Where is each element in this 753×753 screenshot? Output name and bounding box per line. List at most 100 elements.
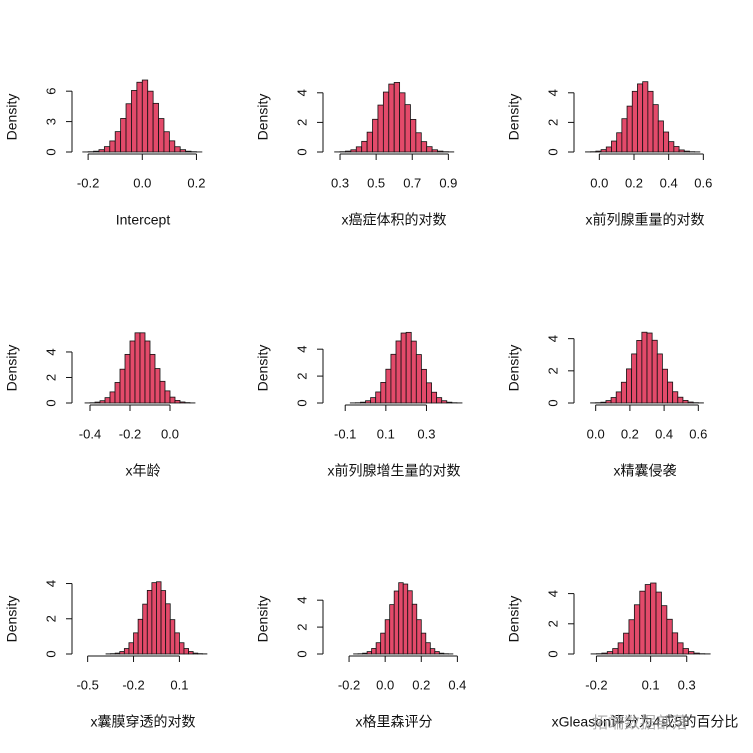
bar <box>151 582 157 655</box>
bar <box>385 368 392 404</box>
bar <box>431 149 438 153</box>
x-tick-label: 0.4 <box>448 677 466 692</box>
bar <box>124 353 131 404</box>
bar <box>360 401 366 404</box>
bar <box>677 396 684 404</box>
bar <box>147 90 154 153</box>
x-tick-label: 0.0 <box>376 677 394 692</box>
bar <box>621 118 628 153</box>
bar <box>663 131 670 153</box>
x-tick-label: -0.5 <box>76 677 98 692</box>
bar <box>687 401 694 404</box>
bar <box>119 651 125 655</box>
bar <box>361 140 368 153</box>
bar <box>168 140 176 153</box>
bar <box>668 141 675 153</box>
x-axis-label: x精囊侵袭 <box>614 463 677 479</box>
x-tick-label: 0.3 <box>678 677 696 692</box>
bar <box>142 603 148 655</box>
bar <box>615 391 622 404</box>
y-tick-label: 0 <box>545 650 560 657</box>
bar <box>688 651 695 655</box>
x-tick-label: -0.2 <box>119 426 141 441</box>
bar <box>192 652 199 655</box>
y-tick-label: 0 <box>43 148 58 155</box>
bar <box>380 382 387 404</box>
bar <box>631 90 638 153</box>
bar <box>407 590 413 655</box>
bar <box>399 92 406 153</box>
bar <box>666 618 673 655</box>
y-tick-label: 4 <box>294 89 309 96</box>
bar <box>425 642 431 655</box>
x-axis-label: x格里森评分 <box>356 714 433 730</box>
bar <box>612 648 619 655</box>
bar <box>139 332 146 404</box>
bar <box>639 590 646 655</box>
bar <box>393 590 400 655</box>
bar <box>93 150 100 153</box>
y-tick-label: 4 <box>43 580 58 587</box>
bar <box>144 340 151 404</box>
bar <box>656 353 663 404</box>
y-axis-label: Density <box>4 94 20 141</box>
y-tick-label: 0 <box>43 399 58 406</box>
x-tick-label: 0.1 <box>642 677 660 692</box>
bar <box>441 400 448 404</box>
bar <box>371 648 377 655</box>
y-tick-label: 2 <box>294 623 309 630</box>
bar <box>655 591 662 655</box>
x-axis-label: x癌症体积的对数 <box>342 212 447 228</box>
bar <box>123 648 130 655</box>
bar <box>393 82 401 153</box>
x-tick-label: 0.5 <box>367 175 385 190</box>
bar <box>179 149 187 153</box>
bar <box>431 391 438 404</box>
x-axis-label: xGleason评分为4或5的百分比 <box>552 714 739 730</box>
watermark: 拓端数据部落 <box>592 714 688 732</box>
bar <box>103 146 111 153</box>
x-tick-label: 0.4 <box>660 175 678 190</box>
y-tick-label: 2 <box>43 374 58 381</box>
bar <box>365 400 372 404</box>
y-axis-label: Density <box>4 596 20 643</box>
y-axis-label: Density <box>506 94 522 141</box>
bar <box>415 354 422 404</box>
bar <box>644 584 652 655</box>
bar <box>183 648 189 655</box>
bar <box>426 382 432 404</box>
x-axis-label: x年龄 <box>126 463 161 479</box>
bar <box>389 604 395 655</box>
bar <box>350 149 357 153</box>
bar <box>437 150 444 153</box>
y-tick-label: 2 <box>43 615 58 622</box>
bar <box>661 368 668 404</box>
bar <box>600 149 607 153</box>
bar <box>411 603 418 655</box>
x-tick-label: -0.1 <box>334 426 356 441</box>
bar <box>605 400 612 404</box>
x-tick-label: 0.1 <box>377 426 395 441</box>
bar <box>98 149 105 153</box>
bar <box>673 146 680 153</box>
bar <box>174 146 181 153</box>
bar <box>426 146 433 153</box>
bar <box>119 368 126 404</box>
y-axis-label: Density <box>4 345 20 392</box>
bar <box>169 396 176 404</box>
bar <box>652 104 659 153</box>
y-axis-label: Density <box>255 345 271 392</box>
bar <box>678 149 685 153</box>
bar <box>160 590 167 655</box>
x-tick-label: 0.4 <box>655 426 673 441</box>
bar <box>136 81 143 153</box>
bar <box>104 397 111 404</box>
x-tick-label: -0.2 <box>338 677 360 692</box>
bar <box>163 131 170 153</box>
bar <box>94 401 101 404</box>
x-tick-label: 0.3 <box>331 175 349 190</box>
bar <box>617 642 624 655</box>
x-axis-label: x前列腺增生量的对数 <box>328 463 461 479</box>
bar <box>390 353 397 404</box>
